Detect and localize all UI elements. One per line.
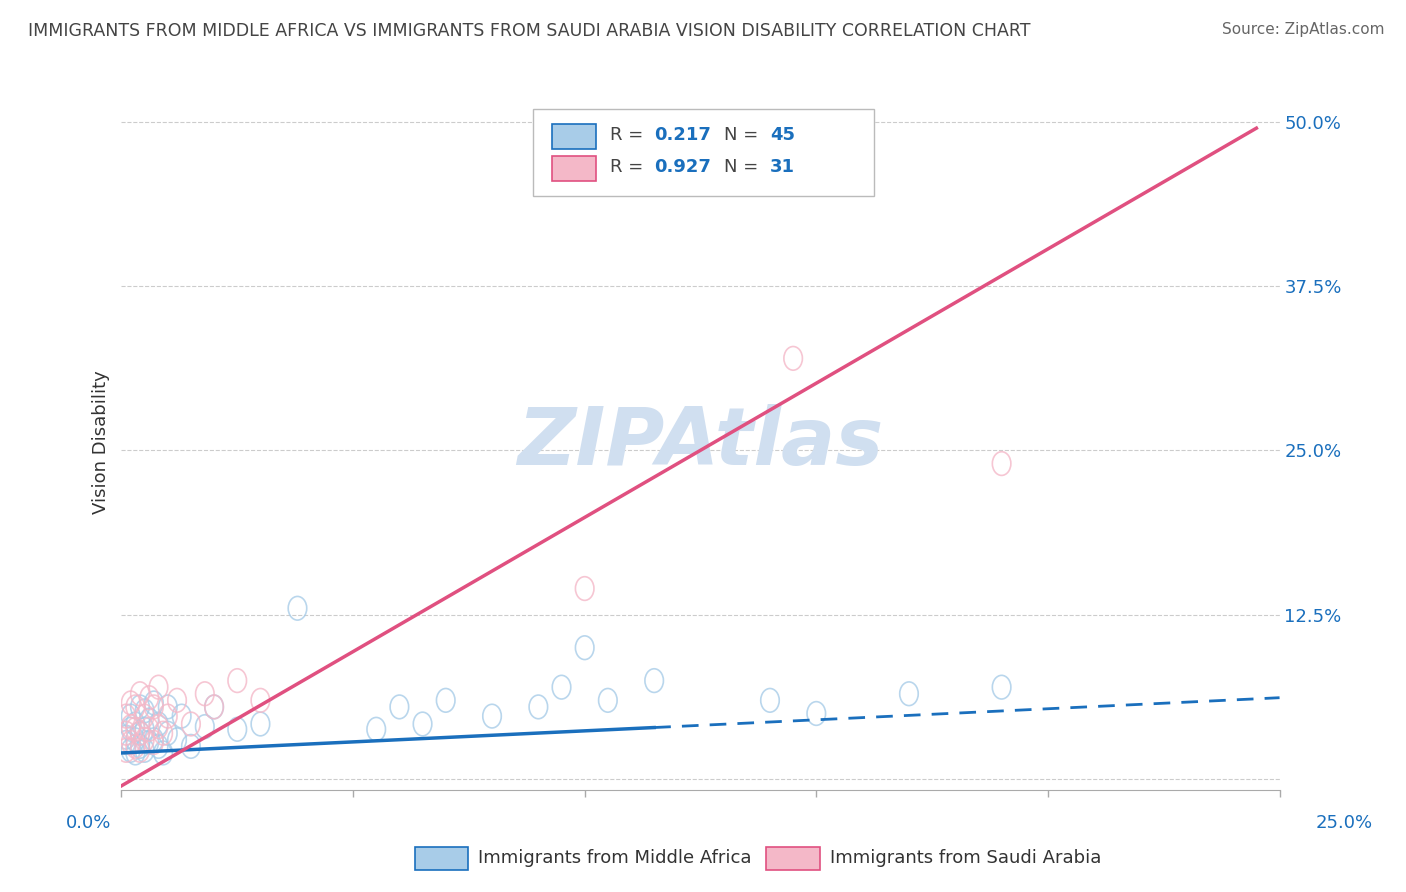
Text: ZIPAtlas: ZIPAtlas (517, 403, 883, 482)
Text: 0.927: 0.927 (654, 158, 711, 176)
Text: 25.0%: 25.0% (1316, 814, 1372, 831)
FancyBboxPatch shape (553, 124, 596, 149)
Text: 0.0%: 0.0% (66, 814, 111, 831)
Text: N =: N = (724, 126, 763, 144)
Text: 45: 45 (770, 126, 794, 144)
Text: R =: R = (610, 126, 650, 144)
Text: IMMIGRANTS FROM MIDDLE AFRICA VS IMMIGRANTS FROM SAUDI ARABIA VISION DISABILITY : IMMIGRANTS FROM MIDDLE AFRICA VS IMMIGRA… (28, 22, 1031, 40)
Text: N =: N = (724, 158, 763, 176)
Text: Source: ZipAtlas.com: Source: ZipAtlas.com (1222, 22, 1385, 37)
FancyBboxPatch shape (533, 109, 875, 196)
Text: Immigrants from Saudi Arabia: Immigrants from Saudi Arabia (830, 849, 1101, 867)
Text: R =: R = (610, 158, 650, 176)
Y-axis label: Vision Disability: Vision Disability (93, 371, 110, 515)
FancyBboxPatch shape (553, 156, 596, 181)
Text: 31: 31 (770, 158, 794, 176)
Text: Immigrants from Middle Africa: Immigrants from Middle Africa (478, 849, 752, 867)
Text: 0.217: 0.217 (654, 126, 711, 144)
